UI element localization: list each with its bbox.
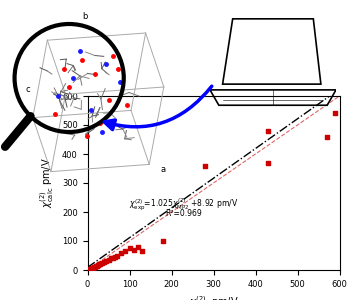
Point: [99, 260, 105, 265]
Point: [114, 253, 120, 258]
Point: [118, 250, 124, 255]
X-axis label: $\chi^{(2)}_{\mathrm{exp}}$ pm/V: $\chi^{(2)}_{\mathrm{exp}}$ pm/V: [189, 294, 238, 300]
Point: [97, 261, 103, 266]
Point: [265, 160, 271, 165]
Point: [92, 264, 98, 269]
Text: b: b: [82, 12, 87, 21]
Y-axis label: $\chi^{(2)}_{\mathrm{calc}}$ pm/V: $\chi^{(2)}_{\mathrm{calc}}$ pm/V: [38, 158, 56, 208]
Point: [88, 266, 94, 271]
Point: [122, 249, 128, 254]
Point: [90, 266, 95, 270]
Point: [89, 265, 95, 270]
Point: [102, 260, 107, 264]
Point: [202, 163, 208, 168]
Text: c: c: [26, 85, 30, 94]
Text: $\chi^{(2)}_{\mathrm{exp}}$=1.025$\chi^{(2)}_{\mathrm{MP2}}$ +8.92 pm/V: $\chi^{(2)}_{\mathrm{exp}}$=1.025$\chi^{…: [129, 197, 238, 213]
Point: [108, 256, 113, 261]
Point: [93, 263, 99, 268]
Point: [95, 262, 101, 267]
Point: [139, 249, 145, 254]
Text: R²=0.969: R²=0.969: [165, 209, 202, 218]
Point: [324, 134, 330, 139]
Point: [110, 255, 116, 260]
Point: [91, 265, 97, 269]
Point: [131, 247, 136, 252]
Point: [135, 244, 141, 249]
Point: [127, 246, 132, 251]
Point: [94, 264, 99, 268]
Point: [97, 262, 102, 267]
Point: [160, 238, 166, 243]
Point: [104, 258, 109, 263]
Point: [106, 257, 111, 262]
Point: [87, 267, 92, 272]
Point: [265, 128, 271, 133]
Point: [112, 254, 118, 259]
Point: [332, 111, 338, 116]
Text: a: a: [160, 165, 165, 174]
